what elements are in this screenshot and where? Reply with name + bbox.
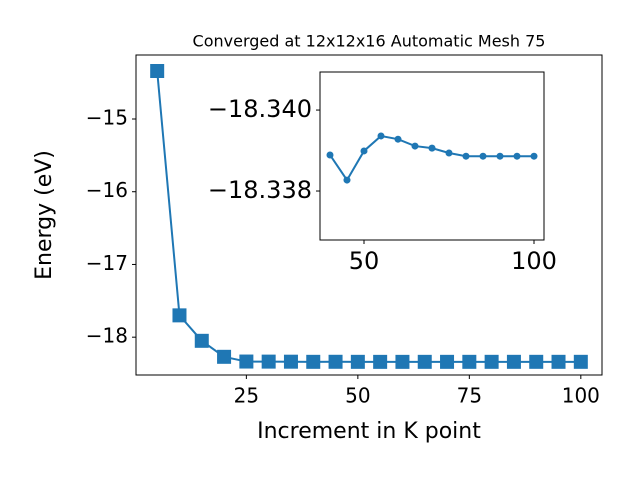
marker xyxy=(551,354,566,369)
marker xyxy=(343,176,351,184)
marker xyxy=(328,354,343,369)
x-tick-label: 25 xyxy=(234,384,259,408)
x-tick-label: 100 xyxy=(511,247,557,275)
marker xyxy=(261,354,276,369)
marker xyxy=(428,144,436,152)
marker xyxy=(496,152,504,160)
y-tick-label: −16 xyxy=(86,178,128,202)
marker xyxy=(462,354,477,369)
marker xyxy=(530,152,538,160)
marker xyxy=(373,354,388,369)
x-tick-label: 100 xyxy=(562,384,600,408)
y-tick-label: −18 xyxy=(86,324,128,348)
y-axis-label: Energy (eV) xyxy=(32,150,57,280)
marker xyxy=(484,354,499,369)
marker xyxy=(445,149,453,157)
marker xyxy=(306,354,321,369)
marker xyxy=(326,151,334,159)
marker xyxy=(377,132,385,140)
marker xyxy=(217,349,232,364)
marker xyxy=(350,354,365,369)
marker xyxy=(417,354,432,369)
marker xyxy=(239,354,254,369)
marker xyxy=(462,152,470,160)
marker xyxy=(440,354,455,369)
marker xyxy=(411,142,419,150)
marker xyxy=(529,354,544,369)
x-tick-label: 50 xyxy=(349,247,380,275)
marker xyxy=(194,333,209,348)
chart-title: Converged at 12x12x16 Automatic Mesh 75 xyxy=(193,32,546,51)
marker xyxy=(150,64,165,78)
marker xyxy=(479,152,487,160)
x-tick-label: 75 xyxy=(457,384,482,408)
y-tick-label: −15 xyxy=(86,106,128,130)
marker xyxy=(513,152,521,160)
marker xyxy=(283,354,298,369)
x-tick-label: 50 xyxy=(345,384,370,408)
x-axis-label: Increment in K point xyxy=(257,419,481,444)
marker xyxy=(172,308,187,323)
marker xyxy=(360,147,368,155)
marker xyxy=(506,354,521,369)
y-tick-label: −18.340 xyxy=(208,95,312,123)
y-tick-label: −17 xyxy=(86,251,128,275)
marker xyxy=(573,354,588,369)
marker xyxy=(394,135,402,143)
marker xyxy=(395,354,410,369)
y-tick-label: −18.338 xyxy=(208,176,312,204)
